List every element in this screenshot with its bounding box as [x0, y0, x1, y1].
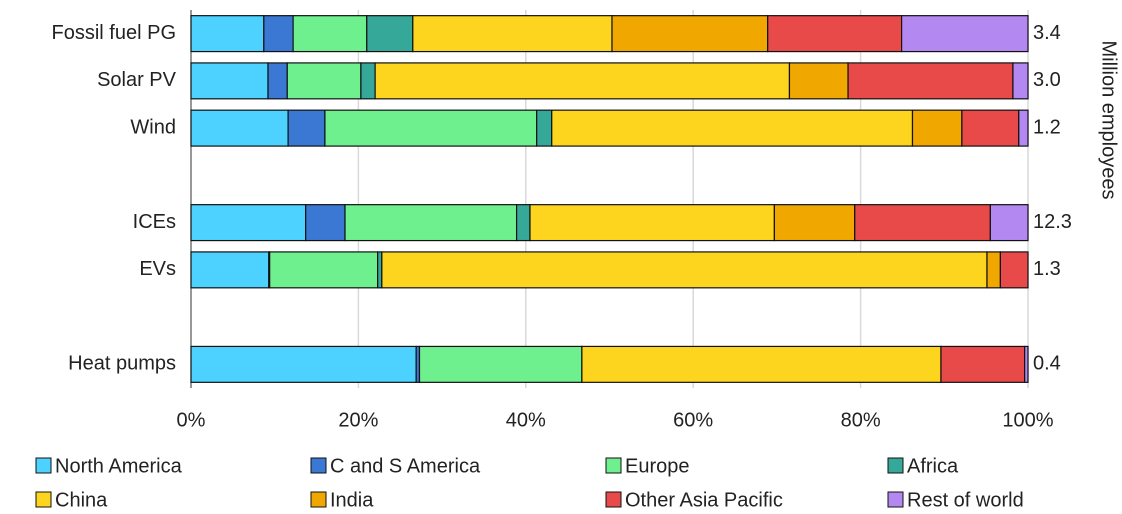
bar-segment: [940, 345, 1026, 383]
bar-segment: [324, 109, 538, 147]
bar-segment: [190, 251, 270, 289]
x-tick-label: 20%: [338, 409, 378, 431]
legend-label: Africa: [907, 455, 959, 477]
legend-label: Rest of world: [907, 489, 1024, 511]
bar-segment: [305, 204, 346, 242]
bar-segment: [418, 345, 583, 383]
bar-segment: [1024, 345, 1029, 383]
bar-segment: [961, 109, 1020, 147]
legend-label: India: [330, 489, 374, 511]
bar-segment: [611, 15, 769, 53]
total-label: 12.3: [1033, 211, 1072, 233]
total-label: 0.4: [1033, 353, 1061, 375]
y-tick-label: Fossil fuel PG: [52, 22, 176, 44]
bar-segment: [767, 15, 903, 53]
legend-swatch: [887, 491, 904, 508]
bar-segment: [412, 15, 613, 53]
bar-segment: [788, 62, 849, 100]
bar-segment: [190, 204, 307, 242]
bar-segment: [286, 62, 362, 100]
bar-segment: [847, 62, 1014, 100]
bar-segment: [263, 15, 294, 53]
right-axis-label: Million employees: [1098, 41, 1120, 200]
total-label: 1.2: [1033, 116, 1061, 138]
bar-segment: [292, 15, 368, 53]
bar-segment: [911, 109, 963, 147]
bar-segment: [986, 251, 1001, 289]
y-tick-label: ICEs: [133, 211, 176, 233]
x-tick-label: 80%: [841, 409, 881, 431]
x-tick-label: 60%: [673, 409, 713, 431]
legend-swatch: [35, 491, 52, 508]
legend-swatch: [310, 457, 327, 474]
legend-swatch: [35, 457, 52, 474]
bar-segment: [989, 204, 1029, 242]
bar-segment: [190, 62, 269, 100]
legend-swatch: [605, 457, 622, 474]
bar-segment: [901, 15, 1029, 53]
legend-label: China: [55, 489, 108, 511]
legend-label: North America: [55, 455, 183, 477]
bar-segment: [854, 204, 991, 242]
bar-segment: [366, 15, 414, 53]
bar-segment: [287, 109, 326, 147]
bar-segment: [1018, 109, 1029, 147]
bar-segment: [360, 62, 376, 100]
legend-swatch: [310, 491, 327, 508]
total-label: 1.3: [1033, 258, 1061, 280]
x-tick-label: 40%: [506, 409, 546, 431]
bar-segment: [773, 204, 856, 242]
bar-segment: [529, 204, 775, 242]
x-tick-label: 100%: [1002, 409, 1053, 431]
y-tick-label: Solar PV: [97, 69, 177, 91]
legend-label: Europe: [625, 455, 690, 477]
y-tick-label: Heat pumps: [68, 353, 176, 375]
total-label: 3.0: [1033, 69, 1061, 91]
bar-segment: [377, 251, 383, 289]
bar-segment: [190, 109, 289, 147]
total-label: 3.4: [1033, 22, 1061, 44]
bar-segment: [999, 251, 1029, 289]
bar-segment: [515, 204, 531, 242]
bar-segment: [1012, 62, 1029, 100]
legend-label: Other Asia Pacific: [625, 489, 783, 511]
legend-swatch: [605, 491, 622, 508]
bar-segment: [581, 345, 942, 383]
bar-segment: [381, 251, 988, 289]
bar-segment: [551, 109, 914, 147]
bar-segment: [190, 15, 265, 53]
legend-label: C and S America: [330, 455, 481, 477]
bar-segment: [269, 251, 379, 289]
bar-segment: [374, 62, 791, 100]
bar-segment: [267, 62, 288, 100]
bar-segment: [536, 109, 553, 147]
y-tick-label: Wind: [130, 116, 176, 138]
legend-swatch: [887, 457, 904, 474]
bar-segment: [190, 345, 417, 383]
y-tick-label: EVs: [139, 258, 176, 280]
bar-segment: [344, 204, 518, 242]
x-tick-label: 0%: [177, 409, 206, 431]
